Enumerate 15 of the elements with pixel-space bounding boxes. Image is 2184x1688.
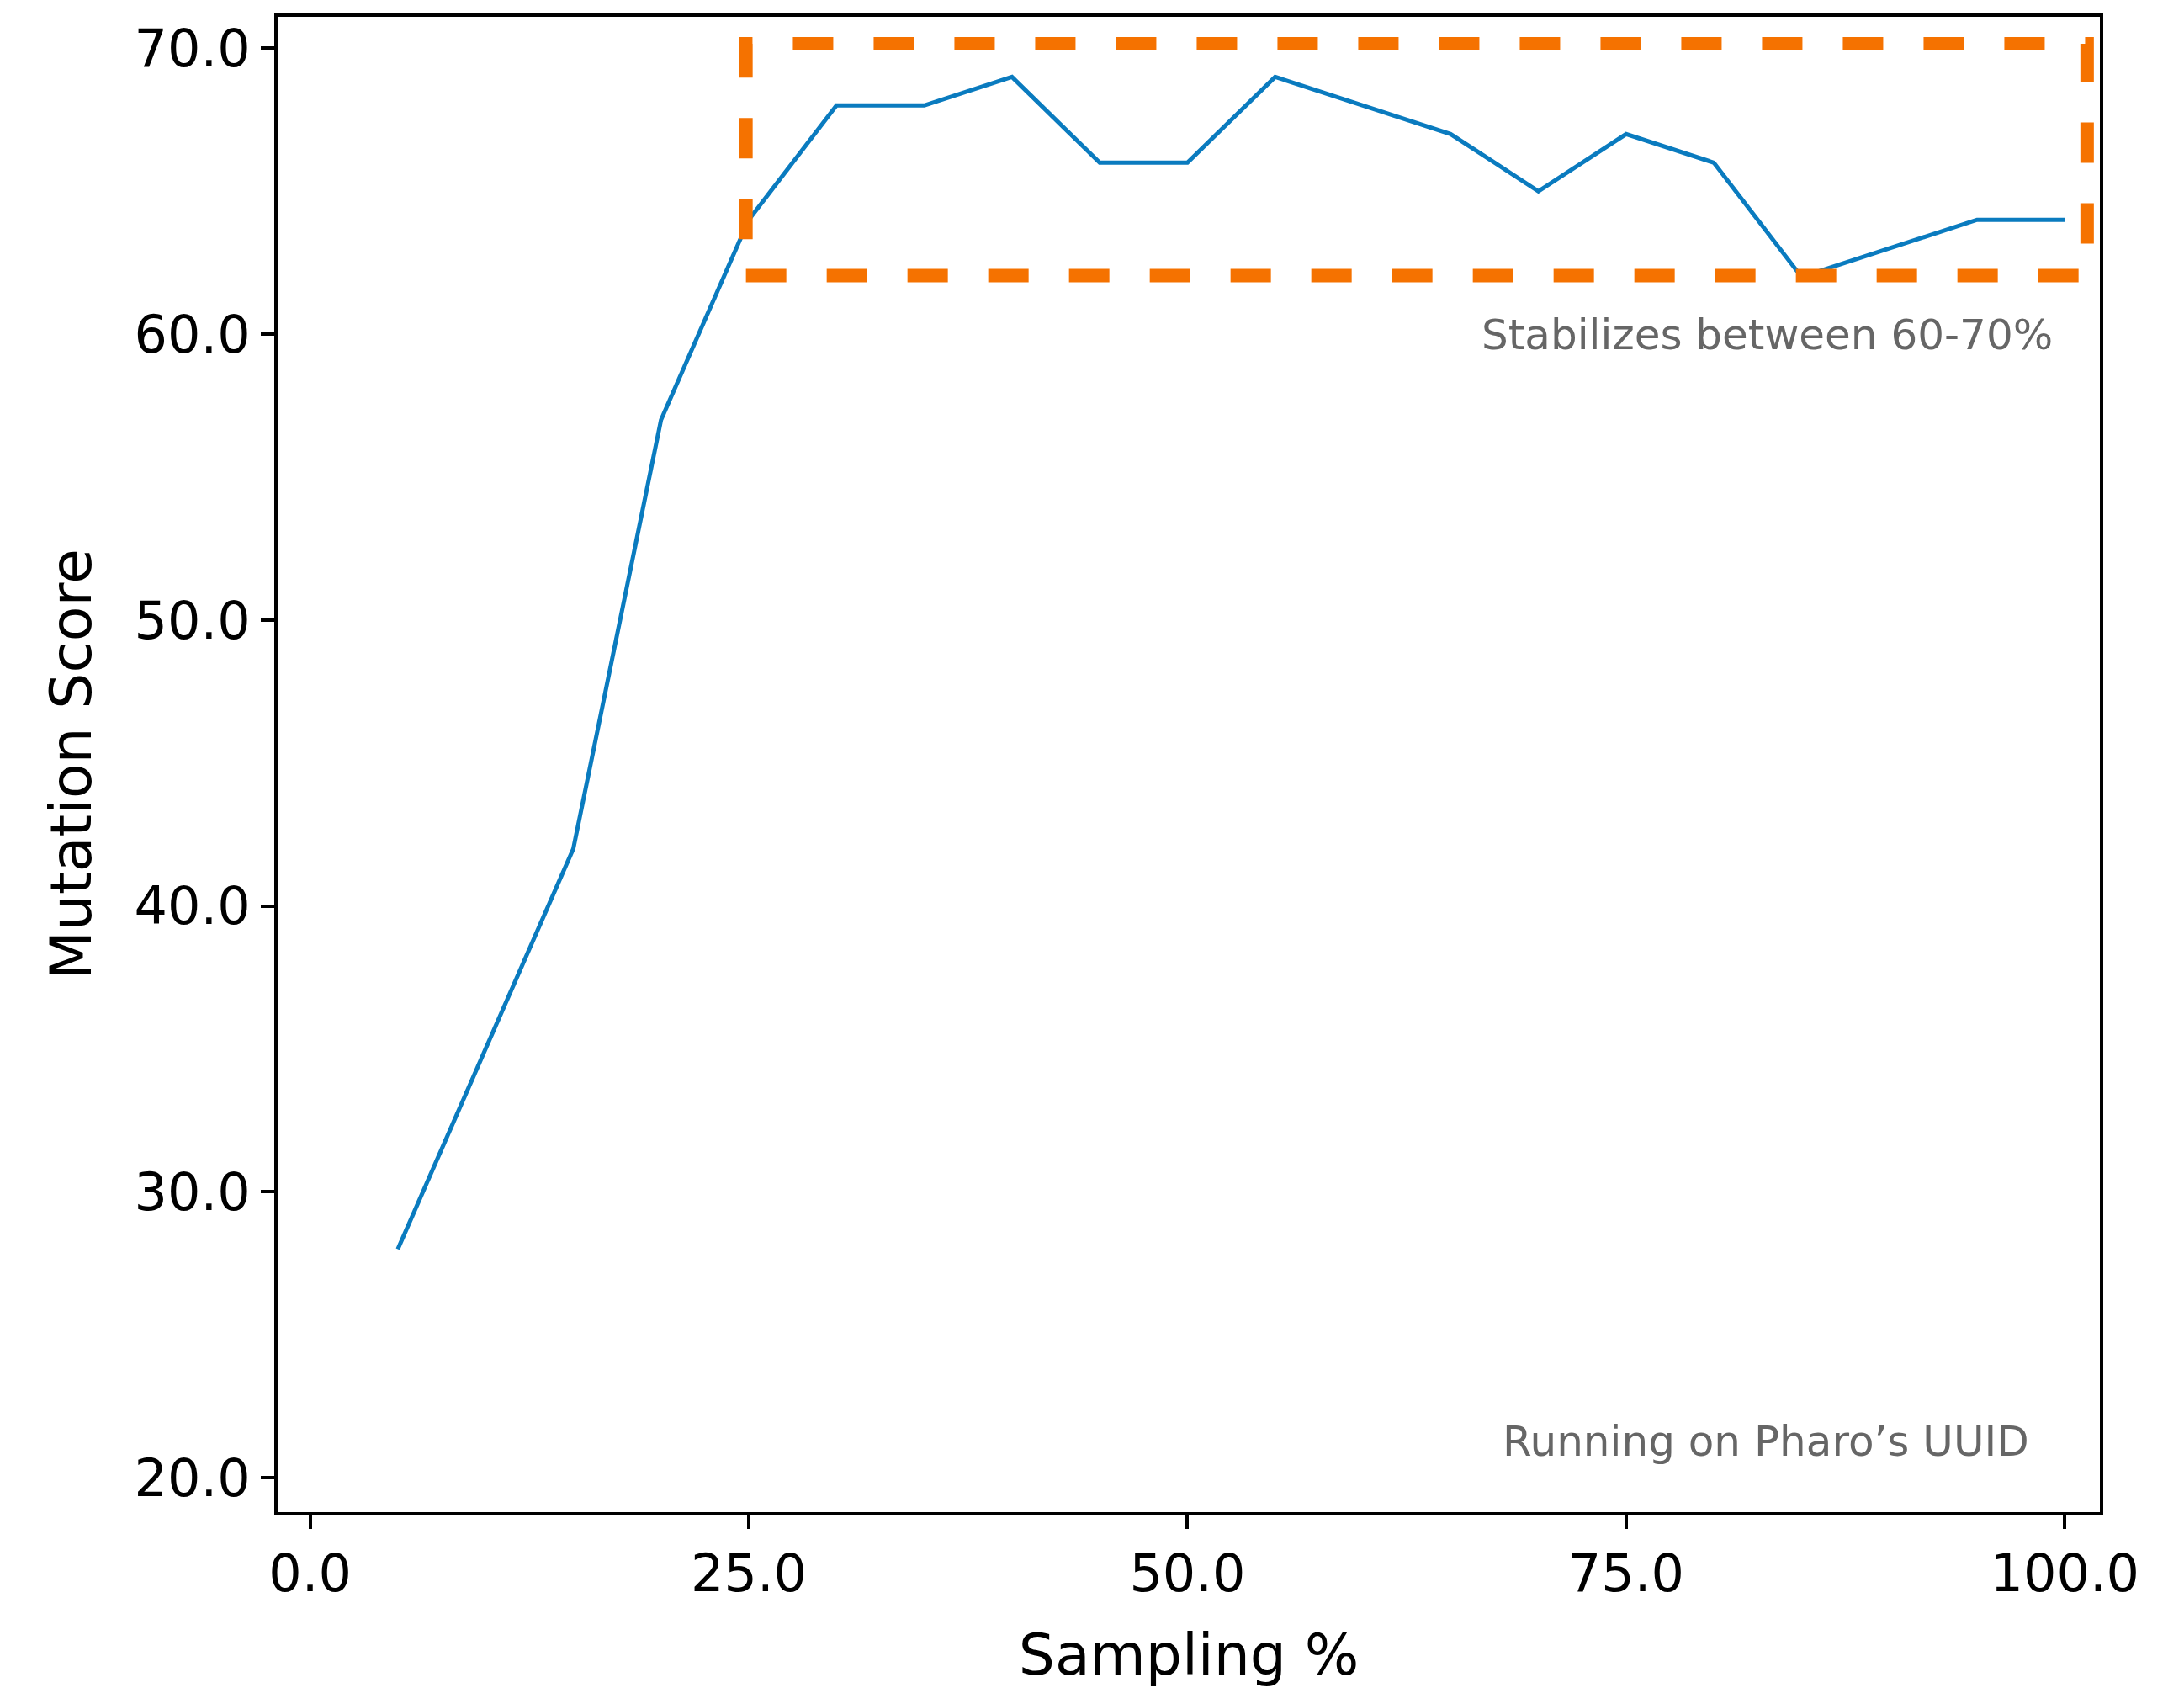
y-tick-label: 60.0 — [134, 303, 251, 365]
y-tick-label: 70.0 — [134, 18, 251, 80]
y-tick-label: 30.0 — [134, 1161, 251, 1224]
x-tick-label: 50.0 — [1129, 1542, 1246, 1605]
y-tick-label: 40.0 — [134, 875, 251, 937]
x-tick-label: 75.0 — [1567, 1542, 1684, 1605]
y-tick-label: 50.0 — [134, 589, 251, 651]
x-tick-label: 100.0 — [1990, 1542, 2140, 1605]
annotation: Stabilizes between 60-70% — [1482, 311, 2054, 359]
annotation: Running on Pharo’s UUID — [1503, 1417, 2029, 1466]
x-tick-label: 0.0 — [268, 1542, 352, 1605]
x-tick-label: 25.0 — [690, 1542, 808, 1605]
y-tick-label: 20.0 — [134, 1446, 251, 1509]
y-axis-title: Mutation Score — [37, 549, 104, 980]
x-axis-title: Sampling % — [1018, 1622, 1360, 1688]
